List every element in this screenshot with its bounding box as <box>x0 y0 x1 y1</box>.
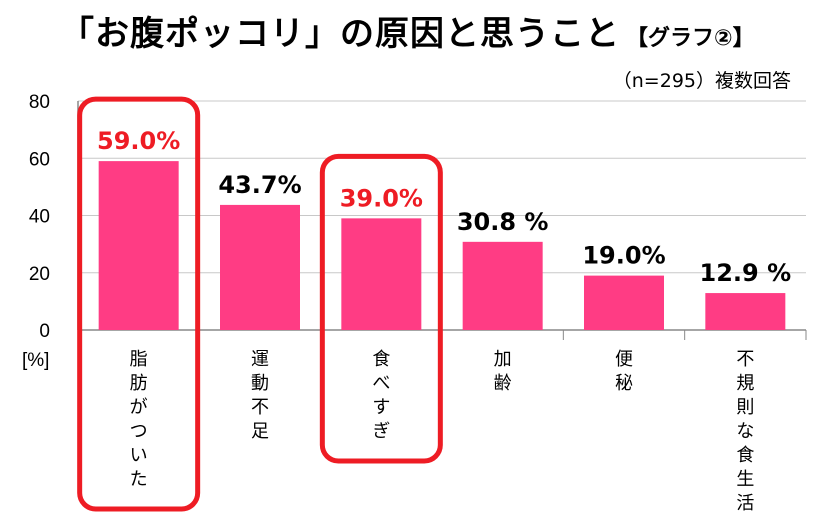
category-label-char: 活 <box>736 493 754 514</box>
data-label: 59.0% <box>97 127 180 155</box>
category-label-char: 肪 <box>130 373 148 394</box>
title-main: 「お腹ポッコリ」の原因と思うこと <box>60 14 620 54</box>
bar <box>705 293 786 330</box>
bar <box>584 275 664 330</box>
bar <box>98 161 179 330</box>
y-tick-label: 40 <box>29 207 50 228</box>
y-tick-label: 80 <box>29 92 50 113</box>
category-label-char: 規 <box>736 373 754 394</box>
category-label-char: つ <box>130 421 148 442</box>
highlight-frame <box>319 153 443 464</box>
category-label-char: 足 <box>251 421 269 442</box>
data-label: 39.0% <box>340 184 423 212</box>
data-label: 19.0% <box>582 242 665 270</box>
category-label-char: べ <box>372 373 390 394</box>
category-label-char: 秘 <box>615 373 633 394</box>
data-label: 43.7% <box>218 171 301 199</box>
category-label-char: 便 <box>615 349 633 370</box>
highlight-frame <box>77 96 201 512</box>
category-label-char: 運 <box>251 349 269 370</box>
title-graph-tag: 【グラフ②】 <box>626 26 755 51</box>
category-label-char: す <box>372 397 390 418</box>
category-label-char: 動 <box>251 373 269 394</box>
y-axis-unit: [%] <box>22 350 49 371</box>
bar <box>462 241 543 330</box>
bar <box>341 218 422 330</box>
category-label-char: 不 <box>251 397 269 418</box>
category-label-char: 脂 <box>130 349 148 370</box>
category-label-char: 生 <box>736 469 754 490</box>
y-tick-label: 60 <box>29 149 50 170</box>
category-label-char: 加 <box>494 349 512 370</box>
chart-title: 「お腹ポッコリ」の原因と思うこと 【グラフ②】 <box>60 6 755 55</box>
category-label-char: 不 <box>736 349 754 370</box>
category-label-char: な <box>736 421 754 442</box>
category-label-char: た <box>130 469 148 490</box>
category-label-char: 則 <box>736 397 754 418</box>
category-label-char: が <box>130 397 148 418</box>
category-label-char: い <box>130 445 148 466</box>
category-label-char: 食 <box>372 349 390 370</box>
sample-note: （n=295）複数回答 <box>612 70 791 92</box>
y-tick-label: 20 <box>29 264 50 285</box>
y-tick-label: 0 <box>39 321 50 342</box>
category-label-char: 食 <box>736 445 754 466</box>
bar <box>220 204 300 330</box>
data-label: 30.8 % <box>457 208 549 236</box>
category-label-char: 齢 <box>494 373 512 394</box>
data-label: 12.9 % <box>700 259 792 287</box>
category-label-char: ぎ <box>372 421 390 442</box>
